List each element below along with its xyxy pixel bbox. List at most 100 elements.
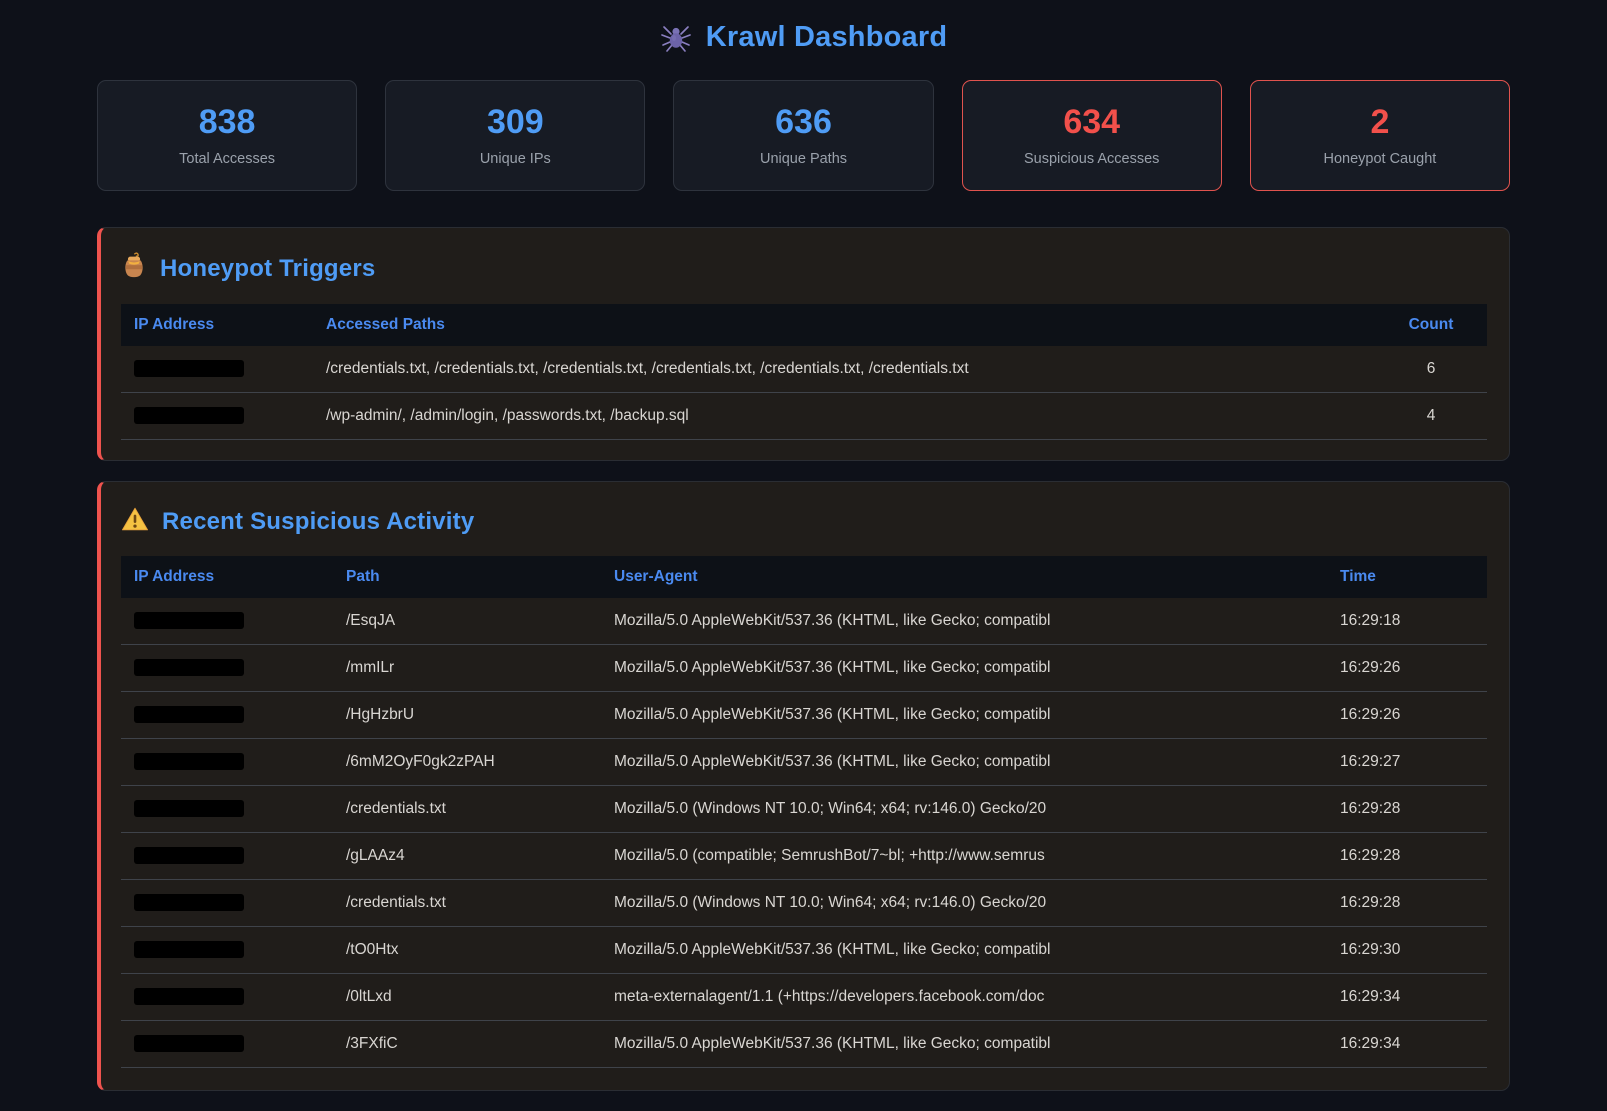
honeypot-title: Honeypot Triggers	[160, 255, 375, 283]
redacted-ip	[134, 1035, 244, 1052]
path-cell: /EsqJA	[333, 598, 601, 645]
path-cell: /6mM2OyF0gk2zPAH	[333, 739, 601, 786]
time-cell: 16:29:34	[1327, 1021, 1487, 1068]
path-cell: /0ltLxd	[333, 974, 601, 1021]
activity-row: /3FXfiC Mozilla/5.0 AppleWebKit/537.36 (…	[121, 1021, 1487, 1068]
path-cell: /mmILr	[333, 645, 601, 692]
count-cell: 4	[1375, 393, 1487, 440]
activity-table-header: IP Address Path User-Agent Time	[121, 556, 1487, 598]
col-user-agent: User-Agent	[601, 556, 1327, 598]
redacted-ip	[134, 612, 244, 629]
warning-icon	[121, 506, 149, 537]
honeypot-row: /wp-admin/, /admin/login, /passwords.txt…	[121, 393, 1487, 440]
ip-cell	[121, 692, 333, 739]
time-cell: 16:29:28	[1327, 880, 1487, 927]
user-agent-cell: Mozilla/5.0 AppleWebKit/537.36 (KHTML, l…	[601, 927, 1327, 974]
activity-row: /tO0Htx Mozilla/5.0 AppleWebKit/537.36 (…	[121, 927, 1487, 974]
user-agent-cell: meta-externalagent/1.1 (+https://develop…	[601, 974, 1327, 1021]
user-agent-cell: Mozilla/5.0 AppleWebKit/537.36 (KHTML, l…	[601, 739, 1327, 786]
stats-row: 838 Total Accesses 309 Unique IPs 636 Un…	[97, 80, 1510, 191]
path-cell: /HgHzbrU	[333, 692, 601, 739]
col-time: Time	[1327, 556, 1487, 598]
activity-row: /gLAAz4 Mozilla/5.0 (compatible; Semrush…	[121, 833, 1487, 880]
honeypot-table: IP Address Accessed Paths Count /credent…	[121, 304, 1487, 440]
redacted-ip	[134, 360, 244, 377]
stat-value: 838	[199, 104, 256, 141]
redacted-ip	[134, 659, 244, 676]
activity-row: /EsqJA Mozilla/5.0 AppleWebKit/537.36 (K…	[121, 598, 1487, 645]
activity-row: /6mM2OyF0gk2zPAH Mozilla/5.0 AppleWebKit…	[121, 739, 1487, 786]
redacted-ip	[134, 706, 244, 723]
col-ip-address: IP Address	[121, 304, 313, 346]
user-agent-cell: Mozilla/5.0 (Windows NT 10.0; Win64; x64…	[601, 786, 1327, 833]
user-agent-cell: Mozilla/5.0 AppleWebKit/537.36 (KHTML, l…	[601, 598, 1327, 645]
honeypot-table-header: IP Address Accessed Paths Count	[121, 304, 1487, 346]
activity-row: /credentials.txt Mozilla/5.0 (Windows NT…	[121, 786, 1487, 833]
user-agent-cell: Mozilla/5.0 AppleWebKit/537.36 (KHTML, l…	[601, 1021, 1327, 1068]
stat-value: 309	[487, 104, 544, 141]
paths-cell: /credentials.txt, /credentials.txt, /cre…	[313, 346, 1375, 393]
redacted-ip	[134, 894, 244, 911]
paths-cell: /wp-admin/, /admin/login, /passwords.txt…	[313, 393, 1375, 440]
stat-label: Total Accesses	[179, 151, 275, 167]
ip-cell	[121, 1021, 333, 1068]
dashboard-page: Krawl Dashboard 838 Total Accesses 309 U…	[0, 0, 1607, 1091]
stat-card: 838 Total Accesses	[97, 80, 357, 191]
suspicious-activity-panel: Recent Suspicious Activity IP Address Pa…	[97, 481, 1510, 1091]
path-cell: /tO0Htx	[333, 927, 601, 974]
time-cell: 16:29:18	[1327, 598, 1487, 645]
ip-cell	[121, 346, 313, 393]
ip-cell	[121, 739, 333, 786]
path-cell: /gLAAz4	[333, 833, 601, 880]
path-cell: /credentials.txt	[333, 786, 601, 833]
ip-cell	[121, 393, 313, 440]
honeypot-row: /credentials.txt, /credentials.txt, /cre…	[121, 346, 1487, 393]
activity-row: /0ltLxd meta-externalagent/1.1 (+https:/…	[121, 974, 1487, 1021]
activity-row: /credentials.txt Mozilla/5.0 (Windows NT…	[121, 880, 1487, 927]
stat-label: Suspicious Accesses	[1024, 151, 1159, 167]
stat-card: 2 Honeypot Caught	[1250, 80, 1510, 191]
col-path: Path	[333, 556, 601, 598]
path-cell: /credentials.txt	[333, 880, 601, 927]
time-cell: 16:29:27	[1327, 739, 1487, 786]
stat-label: Honeypot Caught	[1323, 151, 1436, 167]
ip-cell	[121, 833, 333, 880]
ip-cell	[121, 645, 333, 692]
redacted-ip	[134, 753, 244, 770]
ip-cell	[121, 880, 333, 927]
redacted-ip	[134, 988, 244, 1005]
honeypot-icon	[121, 252, 147, 285]
ip-cell	[121, 598, 333, 645]
redacted-ip	[134, 847, 244, 864]
user-agent-cell: Mozilla/5.0 (Windows NT 10.0; Win64; x64…	[601, 880, 1327, 927]
stat-value: 2	[1370, 104, 1389, 141]
stat-label: Unique Paths	[760, 151, 847, 167]
activity-table: IP Address Path User-Agent Time /EsqJA M…	[121, 556, 1487, 1068]
user-agent-cell: Mozilla/5.0 (compatible; SemrushBot/7~bl…	[601, 833, 1327, 880]
count-cell: 6	[1375, 346, 1487, 393]
activity-title: Recent Suspicious Activity	[162, 508, 474, 536]
stat-card: 636 Unique Paths	[673, 80, 933, 191]
time-cell: 16:29:30	[1327, 927, 1487, 974]
time-cell: 16:29:26	[1327, 692, 1487, 739]
time-cell: 16:29:28	[1327, 833, 1487, 880]
stat-value: 634	[1063, 104, 1120, 141]
ip-cell	[121, 786, 333, 833]
redacted-ip	[134, 407, 244, 424]
redacted-ip	[134, 941, 244, 958]
honeypot-heading: Honeypot Triggers	[121, 252, 1487, 285]
honeypot-panel: Honeypot Triggers IP Address Accessed Pa…	[97, 227, 1510, 461]
col-count: Count	[1375, 304, 1487, 346]
page-title: Krawl Dashboard	[706, 21, 948, 54]
col-ip-address: IP Address	[121, 556, 333, 598]
stat-card: 634 Suspicious Accesses	[962, 80, 1222, 191]
activity-row: /mmILr Mozilla/5.0 AppleWebKit/537.36 (K…	[121, 645, 1487, 692]
stat-value: 636	[775, 104, 832, 141]
page-header: Krawl Dashboard	[97, 0, 1510, 58]
time-cell: 16:29:28	[1327, 786, 1487, 833]
activity-row: /HgHzbrU Mozilla/5.0 AppleWebKit/537.36 …	[121, 692, 1487, 739]
redacted-ip	[134, 800, 244, 817]
time-cell: 16:29:34	[1327, 974, 1487, 1021]
path-cell: /3FXfiC	[333, 1021, 601, 1068]
stat-label: Unique IPs	[480, 151, 551, 167]
